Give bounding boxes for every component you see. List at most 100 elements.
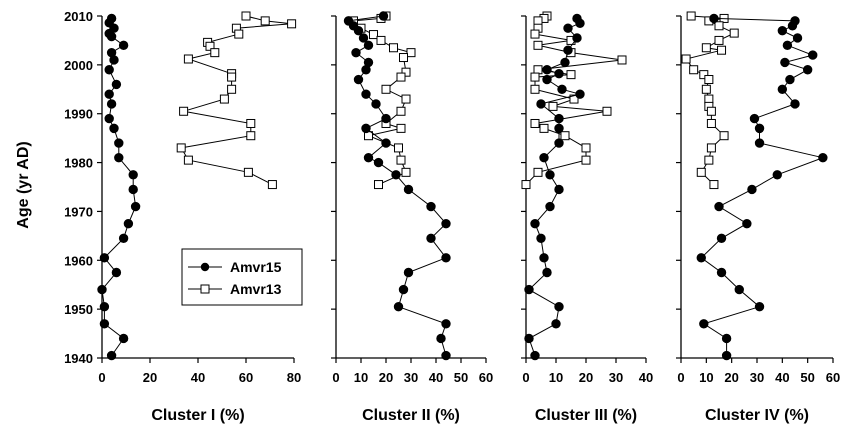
data-point-panel4-s1-19 [704,155,714,165]
data-point-panel4-s0-19 [742,218,752,229]
data-point-panel1-s0-13 [109,123,119,134]
x-tick-label-panel4-5: 50 [800,370,814,385]
x-tick-label-panel2-0: 0 [332,370,339,385]
data-point-panel2-s1-10 [396,72,406,82]
data-point-panel4-s1-9 [689,65,699,75]
data-point-panel3-s0-19 [530,218,540,229]
data-point-panel3-s0-17 [554,184,564,195]
data-point-panel3-s1-4 [530,29,540,39]
data-point-panel4-s1-12 [701,84,711,94]
data-point-panel4-s1-11 [704,75,714,85]
data-point-panel3-s0-25 [551,319,561,329]
data-point-panel2-s1-17 [394,143,403,153]
data-point-panel4-s1-21 [709,180,719,190]
data-point-panel3-s1-17 [539,123,549,133]
data-point-panel1-s0-12 [104,113,114,124]
x-tick-label-panel4-3: 30 [750,370,764,385]
series-line-panel1-1 [180,15,292,186]
y-axis-title: Age (yr AD) [15,141,32,228]
data-point-panel2-s0-21 [426,233,436,244]
data-point-panel1-s1-10 [227,72,237,82]
data-point-panel2-s1-7 [406,48,416,58]
data-point-panel3-s0-6 [542,65,552,75]
data-point-panel1-s1-1 [260,16,270,26]
data-point-panel2-s0-26 [441,319,451,329]
data-point-panel2-s0-14 [381,138,391,148]
data-point-panel1-s0-8 [104,65,114,75]
data-point-panel3-s1-21 [533,167,543,177]
data-point-panel2-s1-15 [396,123,406,133]
data-point-panel2-s0-22 [441,253,451,263]
data-point-panel2-s1-18 [396,155,406,165]
data-point-panel4-s0-14 [754,138,765,148]
x-axis-title-panel2: Cluster II (%) [362,407,460,424]
series-line-panel3-0 [528,18,582,356]
legend-marker-0 [200,262,210,272]
data-point-panel3-s0-9 [557,84,567,94]
data-point-panel4-s0-0 [709,13,719,24]
data-point-panel2-s0-6 [351,47,361,58]
data-point-panel4-s0-9 [785,74,795,85]
data-point-panel1-s1-2 [287,19,297,29]
y-tick-label-1: 1950 [64,302,93,317]
data-point-panel3-s1-19 [581,143,591,153]
legend-marker-1 [200,284,210,294]
data-point-panel3-s0-5 [560,57,570,68]
data-point-panel2-s0-4 [358,33,369,43]
data-point-panel3-s1-6 [533,40,543,50]
y-tick-label-2: 1960 [64,253,93,268]
data-point-panel2-s0-19 [426,201,436,212]
data-point-panel2-s0-16 [373,157,384,168]
data-point-panel3-s0-3 [572,33,582,43]
data-point-panel1-s0-22 [111,267,122,278]
data-point-panel2-s1-20 [374,180,383,190]
data-point-panel3-s0-10 [575,89,585,99]
data-point-panel1-s0-4 [106,31,117,42]
data-point-panel4-s0-17 [747,184,757,195]
data-point-panel1-s0-15 [114,152,124,163]
data-point-panel1-s0-20 [118,233,129,244]
data-point-panel4-s1-17 [719,131,729,141]
data-point-panel1-s0-11 [106,99,117,109]
x-tick-label-panel4-0: 0 [677,370,684,385]
data-point-panel2-s0-23 [403,267,414,278]
legend-box [181,248,303,306]
data-point-panel3-s0-12 [554,113,564,124]
x-axis-title-panel1: Cluster I (%) [151,407,244,424]
data-point-panel3-s1-11 [530,72,540,82]
data-point-panel2-s1-19 [401,167,411,177]
data-point-panel3-s1-20 [581,155,591,165]
data-point-panel2-s0-12 [381,113,391,124]
data-point-panel2-s0-17 [391,170,401,180]
data-point-panel4-s0-5 [782,40,793,51]
x-tick-label-panel1-2: 40 [191,370,205,385]
data-point-panel1-s0-14 [114,138,124,148]
data-point-panel3-s1-13 [569,94,579,104]
x-tick-label-panel2-3: 30 [404,370,418,385]
data-point-panel2-s1-13 [396,106,406,116]
y-tick-label-6: 2000 [64,58,93,73]
data-point-panel1-s1-17 [183,155,193,165]
data-point-panel3-s0-8 [542,74,552,85]
data-point-panel1-s1-14 [246,118,256,128]
x-tick-label-panel4-1: 10 [699,370,713,385]
series-line-panel1-0 [101,18,137,356]
data-point-panel1-s1-0 [241,11,251,21]
data-point-panel2-s1-11 [381,84,391,94]
data-point-panel4-s0-11 [790,99,800,109]
data-point-panel1-s0-9 [111,79,122,90]
legend-label-0: Amvr15 [230,259,282,275]
x-tick-label-panel1-4: 80 [287,370,301,385]
data-point-panel1-s0-21 [99,253,110,263]
data-point-panel3-s1-9 [533,65,543,75]
data-point-panel3-s1-15 [602,106,612,116]
data-point-panel4-s0-22 [716,267,727,278]
data-point-panel2-s0-3 [353,25,364,36]
x-tick-label-panel2-1: 10 [354,370,368,385]
data-point-panel2-s0-24 [398,284,409,295]
data-point-panel2-s0-25 [393,302,404,312]
x-axis-title-panel4: Cluster IV (%) [705,407,809,424]
data-point-panel1-s1-18 [243,167,253,177]
